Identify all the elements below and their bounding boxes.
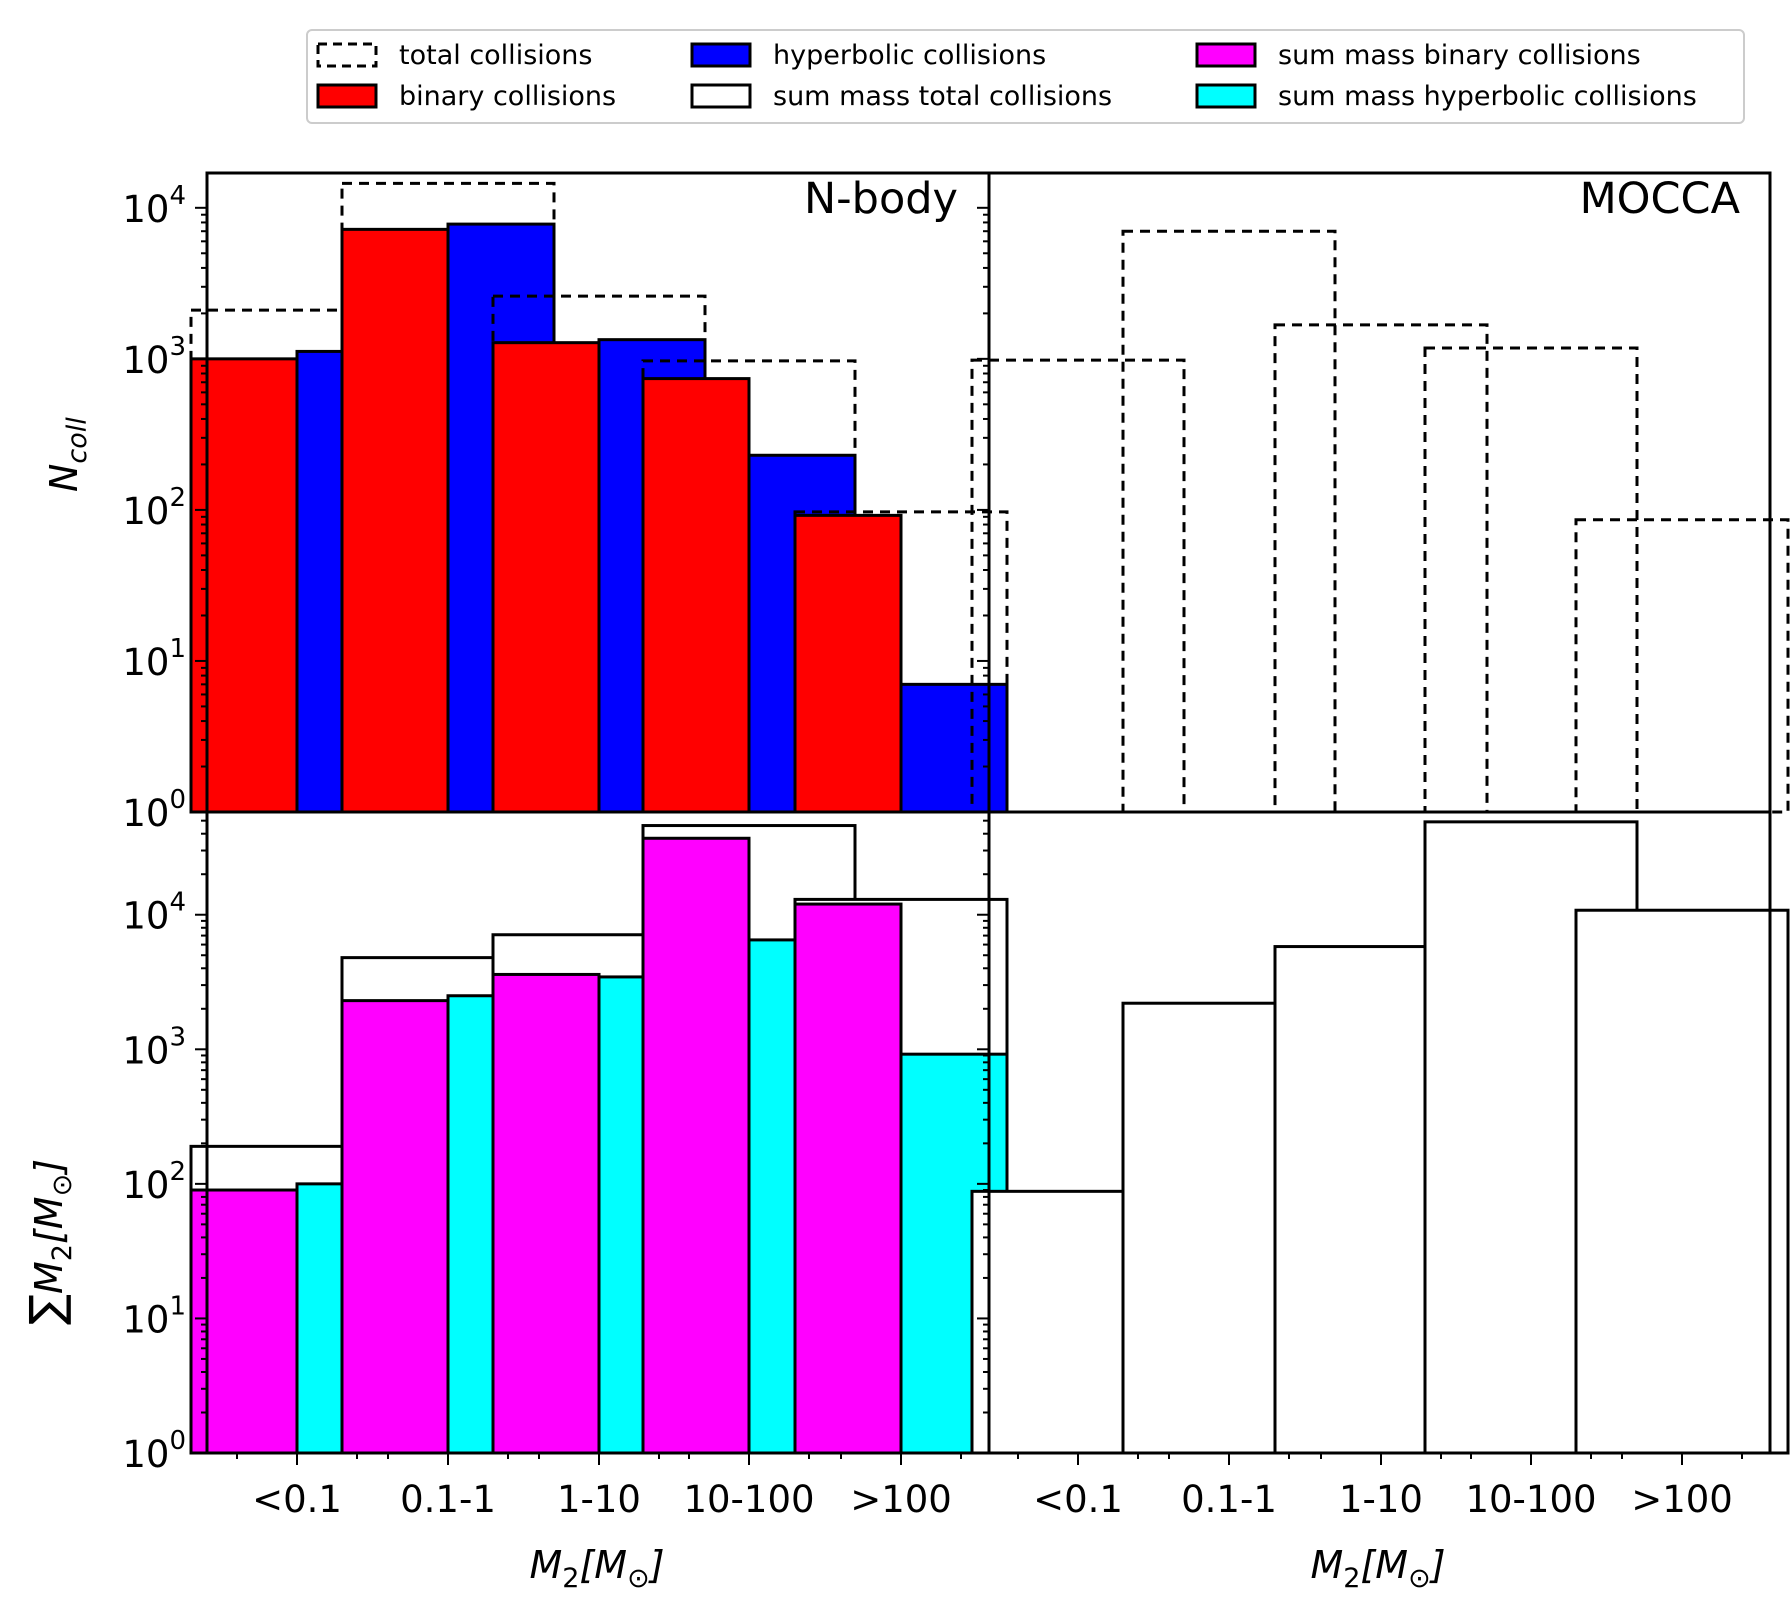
legend-swatch-binary-collisions	[316, 83, 378, 109]
y-title-bottom-main: M	[27, 1261, 71, 1294]
bar-binary-1-10	[491, 341, 601, 814]
legend-swatch-total-collisions	[316, 42, 378, 68]
legend-label-sum-mass-hyperbolic-collisions: sum mass hyperbolic collisions	[1278, 81, 1697, 112]
x-axis-title-right: M2[M⊙]	[1310, 1543, 1445, 1594]
y-tick-label: 100	[122, 785, 186, 835]
axes-frame-3	[987, 810, 1772, 1455]
y-tick-exp: 1	[169, 1291, 186, 1321]
bar-binary-10-100	[641, 377, 751, 814]
legend-label-sum-mass-total-collisions: sum mass total collisions	[773, 81, 1112, 112]
y-title-top-sub: coll	[62, 417, 93, 464]
y-tick-exp: 2	[169, 1157, 186, 1187]
y-tick-base: 10	[122, 792, 169, 835]
legend-label-total-collisions: total collisions	[399, 40, 592, 71]
y-tick-exp: 1	[169, 634, 186, 664]
legend-frame	[306, 29, 1745, 124]
y-tick-label: 101	[122, 1291, 186, 1341]
panel-nbody-mass	[189, 819, 1009, 1465]
bar-mocca-total--100	[1574, 518, 1790, 814]
bar-binary--100	[793, 513, 903, 814]
y-axis-title-top: Ncoll	[42, 417, 93, 492]
panel-mocca-mass	[970, 819, 1790, 1465]
legend-swatch-sum-mass-binary-collisions	[1195, 42, 1257, 68]
y-tick-exp: 3	[169, 1022, 186, 1052]
y-tick-base: 10	[122, 1029, 169, 1072]
y-tick-label: 103	[122, 1022, 186, 1072]
y-tick-exp: 3	[169, 332, 186, 362]
y-title-top-main: N	[42, 464, 86, 492]
x-tick-label-0-1-1: 0.1-1	[400, 1478, 496, 1521]
y-tick-base: 10	[122, 188, 169, 231]
y-tick-exp: 0	[169, 785, 186, 815]
y-tick-exp: 4	[169, 888, 186, 918]
svg-text:Ncoll: Ncoll	[42, 417, 93, 492]
bar-mass-binary-10-100	[641, 836, 751, 1455]
bar-mass-binary-0-1-1	[340, 999, 450, 1455]
y-title-bottom-unit: [M	[27, 1196, 71, 1244]
y-tick-base: 10	[122, 895, 169, 938]
bar-binary-0-1-1	[340, 227, 450, 814]
y-title-bottom-sub: 2	[47, 1244, 78, 1261]
x-tick-label--0-1: <0.1	[252, 1478, 342, 1521]
bar-mass-binary-1-10	[491, 972, 601, 1455]
bar-hyperbolic--100	[899, 682, 1009, 814]
legend-label-binary-collisions: binary collisions	[399, 81, 616, 112]
x-tick-labels-left: <0.1 0.1-1 1-10 10-100 >100	[252, 1478, 952, 1521]
x-tick-label-0-1-1: 0.1-1	[1181, 1478, 1277, 1521]
bar-mass-binary--100	[793, 902, 903, 1455]
panel-title-mocca: MOCCA	[1580, 174, 1741, 224]
legend-swatch-sum-mass-hyperbolic-collisions	[1195, 83, 1257, 109]
legend: total collisions binary collisions hyperbo…	[306, 29, 1745, 124]
panel-nbody-count	[189, 181, 1009, 814]
legend-label-sum-mass-binary-collisions: sum mass binary collisions	[1278, 40, 1641, 71]
y-title-bottom-sum: ∑	[19, 1294, 73, 1325]
bar-binary--0-1	[189, 357, 299, 814]
y-tick-label: 104	[122, 181, 186, 231]
x-tick-label-1-10: 1-10	[1339, 1478, 1423, 1521]
y-title-bottom-close: ]	[27, 1159, 71, 1176]
y-tick-base: 10	[122, 1298, 169, 1341]
y-tick-exp: 2	[169, 483, 186, 513]
y-axis-title-bottom: ∑M2[M⊙]	[19, 1159, 78, 1325]
y-tick-label: 104	[122, 888, 186, 938]
x-tick-labels-right: <0.1 0.1-1 1-10 10-100 >100	[1033, 1478, 1733, 1521]
y-tick-exp: 4	[169, 181, 186, 211]
y-tick-base: 10	[122, 641, 169, 684]
y-tick-label: 103	[122, 332, 186, 382]
legend-label-hyperbolic-collisions: hyperbolic collisions	[773, 40, 1046, 71]
x-tick-label--0-1: <0.1	[1033, 1478, 1123, 1521]
y-tick-exp: 0	[169, 1426, 186, 1456]
x-tick-label--100: >100	[850, 1478, 952, 1521]
panel-title-nbody: N-body	[804, 174, 958, 224]
y-tick-base: 10	[122, 339, 169, 382]
y-tick-label: 102	[122, 483, 186, 533]
x-axis-title-left: M2[M⊙]	[529, 1543, 664, 1594]
bar-mocca-mass--100	[1574, 908, 1790, 1455]
y-tick-label: 100	[122, 1426, 186, 1476]
y-tick-label: 101	[122, 634, 186, 684]
x-tick-label-1-10: 1-10	[557, 1478, 641, 1521]
y-title-bottom-unit-sub: ⊙	[47, 1174, 78, 1197]
legend-swatch-hyperbolic-collisions	[690, 42, 752, 68]
y-tick-base: 10	[122, 1164, 169, 1207]
bar-mocca-total-0-1-1	[1121, 229, 1337, 814]
x-tick-label-10-100: 10-100	[1465, 1478, 1596, 1521]
x-tick-label-10-100: 10-100	[683, 1478, 814, 1521]
legend-swatch-sum-mass-total-collisions	[690, 83, 752, 109]
x-tick-label--100: >100	[1631, 1478, 1733, 1521]
svg-text:∑M2[M⊙]: ∑M2[M⊙]	[19, 1159, 78, 1325]
y-tick-label: 102	[122, 1157, 186, 1207]
y-tick-base: 10	[122, 1433, 169, 1476]
y-tick-base: 10	[122, 490, 169, 533]
